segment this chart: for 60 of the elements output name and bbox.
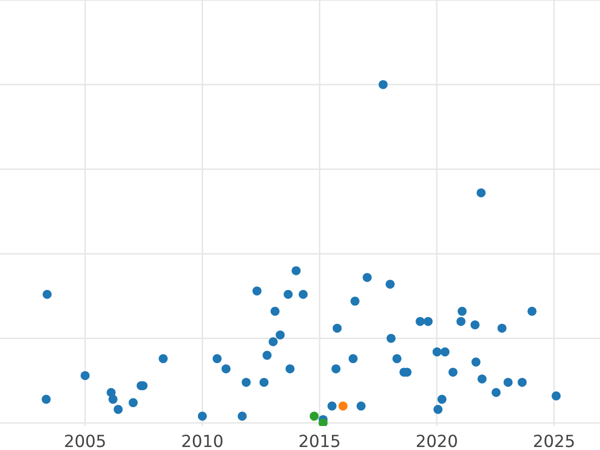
point (80, 371, 90, 380)
point (114, 404, 123, 414)
x-tick-label: 2010 (182, 434, 222, 448)
x-tick-label: 2020 (416, 434, 457, 448)
point (350, 296, 360, 306)
point (270, 306, 280, 316)
point (128, 398, 138, 408)
point (497, 324, 506, 333)
point (158, 354, 168, 364)
x-tick-label: 2005 (65, 434, 105, 448)
point (552, 391, 561, 400)
point (356, 402, 366, 411)
point (42, 290, 52, 299)
point (386, 280, 395, 289)
point (478, 374, 487, 384)
point (268, 337, 278, 346)
point (348, 354, 358, 364)
point (492, 388, 501, 397)
point (252, 286, 262, 296)
point (504, 378, 513, 387)
point (332, 324, 342, 333)
point (518, 378, 527, 387)
point (470, 320, 480, 330)
point (212, 354, 222, 364)
point (108, 394, 118, 404)
point (318, 418, 328, 426)
point (392, 354, 402, 364)
x-tick-label: 2015 (300, 434, 340, 448)
point (528, 306, 537, 316)
x-tick-label: 2025 (534, 434, 574, 448)
point (433, 404, 442, 414)
point (416, 316, 425, 326)
point (286, 364, 295, 374)
point (386, 334, 396, 343)
point (262, 350, 272, 360)
point (310, 412, 319, 421)
point (238, 412, 247, 421)
point (432, 347, 442, 356)
point (331, 364, 340, 374)
point (338, 402, 348, 411)
point (222, 364, 231, 374)
point (437, 394, 446, 404)
point (362, 272, 372, 282)
point (476, 188, 486, 198)
point (440, 347, 450, 356)
point (198, 412, 207, 421)
point (458, 306, 467, 316)
point (276, 330, 285, 340)
point (284, 290, 293, 299)
point (471, 358, 480, 367)
point (298, 290, 308, 299)
point (378, 80, 388, 90)
point (424, 316, 433, 326)
point (292, 266, 301, 276)
point (456, 316, 466, 326)
point (448, 368, 458, 377)
point (328, 402, 337, 411)
point (260, 378, 269, 387)
point (42, 394, 51, 404)
point (242, 378, 251, 387)
